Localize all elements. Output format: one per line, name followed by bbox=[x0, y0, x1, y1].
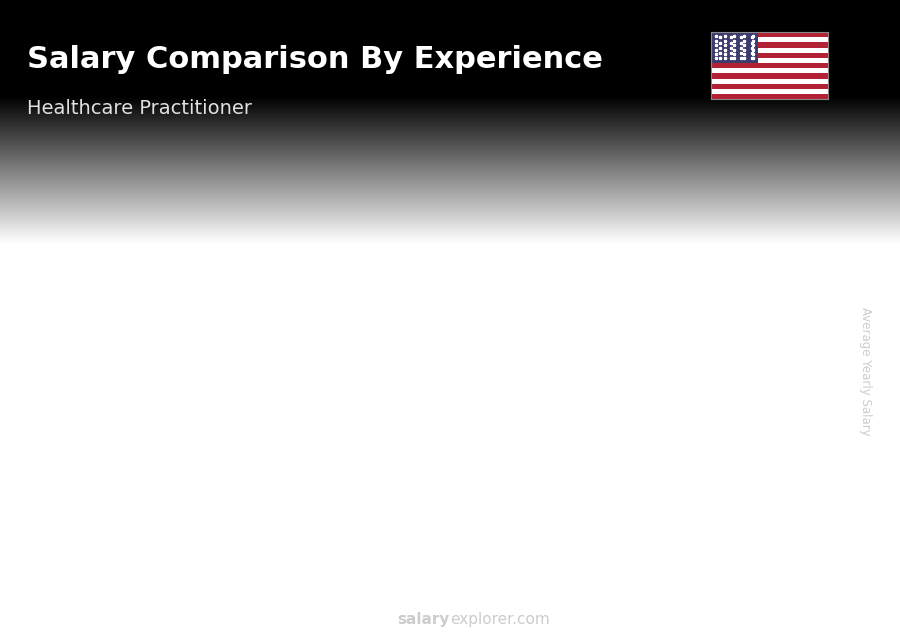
Polygon shape bbox=[715, 211, 723, 577]
Bar bbox=[711, 69, 828, 74]
Bar bbox=[711, 47, 828, 53]
Bar bbox=[711, 32, 758, 63]
Text: Salary Comparison By Experience: Salary Comparison By Experience bbox=[27, 45, 603, 74]
Text: 113,000 USD: 113,000 USD bbox=[79, 428, 156, 441]
Polygon shape bbox=[392, 305, 405, 577]
Polygon shape bbox=[715, 211, 782, 577]
Text: explorer.com: explorer.com bbox=[450, 612, 550, 627]
Bar bbox=[711, 94, 828, 99]
Polygon shape bbox=[262, 386, 275, 577]
Polygon shape bbox=[454, 247, 536, 259]
Polygon shape bbox=[522, 247, 536, 577]
Text: 284,000 USD: 284,000 USD bbox=[599, 226, 676, 239]
Polygon shape bbox=[454, 259, 522, 577]
Polygon shape bbox=[585, 228, 665, 242]
Polygon shape bbox=[325, 316, 392, 577]
Bar bbox=[711, 84, 828, 89]
Polygon shape bbox=[782, 197, 796, 577]
Polygon shape bbox=[585, 242, 652, 577]
Polygon shape bbox=[65, 444, 132, 577]
Polygon shape bbox=[194, 394, 202, 577]
Text: salary: salary bbox=[398, 612, 450, 627]
Text: +9%: +9% bbox=[667, 129, 713, 147]
Text: 221,000 USD: 221,000 USD bbox=[339, 301, 416, 313]
Text: +38%: +38% bbox=[141, 319, 199, 337]
Polygon shape bbox=[585, 242, 593, 577]
Bar bbox=[711, 89, 828, 94]
Bar bbox=[711, 37, 828, 42]
Text: 310,000 USD: 310,000 USD bbox=[729, 196, 806, 208]
Polygon shape bbox=[325, 316, 333, 577]
Text: Average Yearly Salary: Average Yearly Salary bbox=[860, 308, 872, 436]
Text: +42%: +42% bbox=[271, 238, 329, 256]
Bar bbox=[711, 32, 828, 37]
Polygon shape bbox=[132, 437, 145, 577]
Polygon shape bbox=[325, 305, 405, 316]
Polygon shape bbox=[194, 394, 262, 577]
Bar bbox=[711, 42, 828, 47]
Text: +22%: +22% bbox=[400, 179, 459, 197]
Polygon shape bbox=[65, 444, 73, 577]
Bar bbox=[711, 63, 828, 69]
Bar bbox=[711, 74, 828, 79]
Polygon shape bbox=[65, 437, 145, 444]
Bar bbox=[711, 58, 828, 63]
Polygon shape bbox=[194, 386, 275, 394]
Polygon shape bbox=[652, 228, 665, 577]
Bar bbox=[711, 79, 828, 84]
Polygon shape bbox=[715, 197, 796, 211]
Bar bbox=[711, 53, 828, 58]
Text: 269,000 USD: 269,000 USD bbox=[469, 244, 546, 257]
Text: Healthcare Practitioner: Healthcare Practitioner bbox=[27, 99, 252, 119]
Text: 155,000 USD: 155,000 USD bbox=[209, 379, 286, 392]
Text: +6%: +6% bbox=[537, 161, 583, 179]
Polygon shape bbox=[454, 259, 463, 577]
